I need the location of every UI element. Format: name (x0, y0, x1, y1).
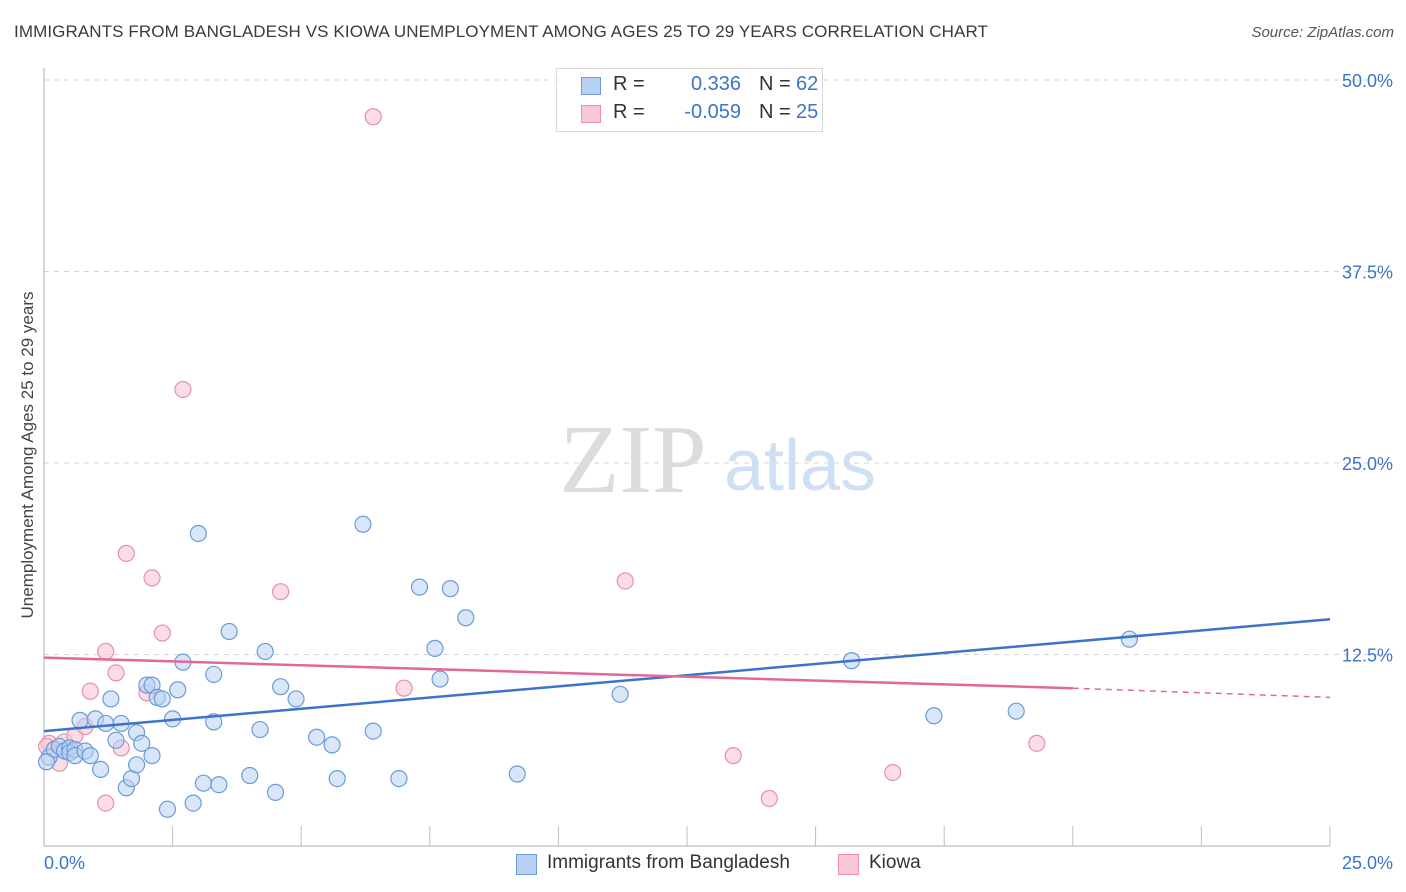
watermark-zip: ZIP (560, 406, 707, 514)
bangladesh-point (133, 734, 151, 752)
bangladesh-point (266, 783, 285, 801)
legend-swatch-pink (581, 105, 601, 123)
bangladesh-point (323, 736, 341, 754)
grid-lines (44, 79, 1394, 655)
bangladesh-point (925, 707, 943, 725)
kiowa-point (272, 583, 290, 601)
watermark-atlas: atlas (724, 426, 876, 506)
y-tick-label: 12.5% (1342, 646, 1393, 666)
r-label: R = (613, 101, 645, 123)
kiowa-point (616, 572, 634, 590)
bangladesh-point (390, 769, 408, 788)
bangladesh-point (241, 766, 259, 785)
bangladesh-point (91, 760, 110, 779)
series-legend: Immigrants from Bangladesh Kiowa (0, 852, 1406, 878)
n-label: N = (759, 73, 791, 95)
kiowa-point (364, 108, 382, 126)
n-value: 25 (796, 101, 819, 123)
bangladesh-point (107, 731, 125, 749)
bangladesh-trend-line (43, 618, 1331, 733)
bangladesh-point (210, 776, 228, 794)
legend-label: Kiowa (869, 852, 921, 873)
r-value: -0.059 (684, 101, 741, 123)
watermark: ZIP atlas (560, 406, 877, 514)
bangladesh-point (308, 728, 326, 746)
legend-swatch-pink (838, 854, 859, 875)
bangladesh-point (71, 711, 89, 729)
trend-lines (43, 618, 1331, 733)
kiowa-point (81, 682, 99, 700)
bangladesh-point (194, 774, 213, 792)
source-credit: Source: ZipAtlas.com (1251, 24, 1394, 41)
bangladesh-point (143, 747, 161, 765)
bangladesh-point (153, 690, 171, 708)
bangladesh-point (508, 765, 526, 783)
kiowa-point (1028, 734, 1046, 752)
y-tick-label: 25.0% (1342, 454, 1393, 474)
kiowa-point (117, 544, 135, 562)
kiowa-point (395, 679, 413, 697)
kiowa-point (884, 763, 902, 782)
bangladesh-point (189, 524, 207, 543)
r-label: R = (613, 73, 645, 95)
bangladesh-point (97, 714, 115, 733)
n-label: N = (759, 101, 791, 123)
axes (43, 68, 1331, 847)
legend-swatch-blue (516, 854, 537, 875)
kiowa-trend-line (43, 656, 1073, 690)
bangladesh-point (102, 690, 120, 708)
x-tick-label: 0.0% (44, 853, 85, 873)
kiowa-point (174, 380, 192, 399)
bangladesh-point (364, 722, 382, 740)
tick-labels: 12.5% 25.0% 37.5% 50.0% 0.0% 25.0% (44, 71, 1393, 873)
bangladesh-points (37, 515, 1138, 818)
stats-legend: R = 0.336 N = 62 R = -0.059 N = 25 (556, 68, 823, 132)
bangladesh-point (431, 670, 449, 688)
bangladesh-point (457, 609, 475, 627)
r-value: 0.336 (690, 73, 741, 95)
bangladesh-point (251, 720, 269, 739)
kiowa-points (37, 108, 1046, 812)
kiowa-point (97, 642, 115, 661)
bangladesh-point (426, 639, 444, 657)
kiowa-point (153, 624, 171, 642)
bangladesh-point (272, 678, 290, 696)
bangladesh-point (441, 580, 459, 598)
kiowa-point (97, 794, 115, 812)
chart-title: IMMIGRANTS FROM BANGLADESH VS KIOWA UNEM… (14, 22, 988, 41)
bangladesh-point (169, 681, 187, 699)
n-value: 62 (796, 73, 819, 95)
bangladesh-point (81, 747, 99, 765)
bangladesh-point (127, 756, 146, 774)
y-tick-label: 50.0% (1342, 71, 1393, 91)
y-tick-label: 37.5% (1342, 263, 1393, 283)
bangladesh-point (328, 769, 346, 788)
bangladesh-point (256, 642, 274, 661)
bangladesh-point (220, 622, 238, 641)
x-tick-label: 25.0% (1342, 853, 1393, 873)
bangladesh-point (410, 578, 429, 596)
kiowa-point (143, 569, 161, 587)
kiowa-point (107, 664, 125, 682)
bangladesh-point (287, 690, 305, 708)
kiowa-point (760, 789, 778, 808)
bangladesh-point (1007, 702, 1025, 720)
bangladesh-point (354, 515, 372, 533)
bangladesh-point (205, 665, 223, 684)
bangladesh-point (158, 800, 177, 818)
bangladesh-point (611, 685, 629, 703)
legend-swatch-blue (581, 77, 601, 95)
bangladesh-point (37, 753, 56, 771)
kiowa-trend-extension (1072, 687, 1331, 699)
legend-label: Immigrants from Bangladesh (547, 852, 790, 873)
bangladesh-point (1120, 630, 1138, 648)
bangladesh-point (184, 794, 202, 812)
kiowa-point (724, 747, 742, 765)
